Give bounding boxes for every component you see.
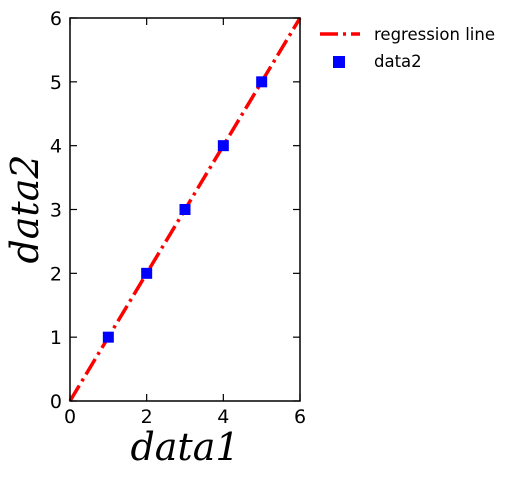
data-point [102,331,114,343]
legend-label-regression-line: regression line [374,25,495,44]
y-tick-label: 6 [50,8,62,30]
y-tick-label: 5 [50,72,62,94]
y-tick-label: 1 [50,327,62,349]
legend: regression line data2 [320,25,495,71]
x-axis-label: data1 [130,425,239,469]
y-axis-label: data2 [3,154,47,263]
y-tick-label: 0 [50,391,62,413]
x-tick-label: 2 [141,406,153,428]
legend-swatch-data2 [333,56,345,68]
x-tick-label: 6 [294,406,306,428]
y-tick-label: 4 [50,136,62,158]
legend-label-data2: data2 [374,52,422,71]
x-tick-label: 4 [217,406,229,428]
ticks-layer: 0 2 4 6 0 1 2 3 4 5 6 [50,8,306,428]
data-point [141,267,153,279]
data-point [179,204,191,215]
data-point [256,76,268,88]
data-point [217,140,229,152]
y-tick-label: 2 [50,263,62,285]
x-tick-label: 0 [64,406,76,428]
y-tick-label: 3 [50,200,62,222]
marks-layer [68,17,302,402]
